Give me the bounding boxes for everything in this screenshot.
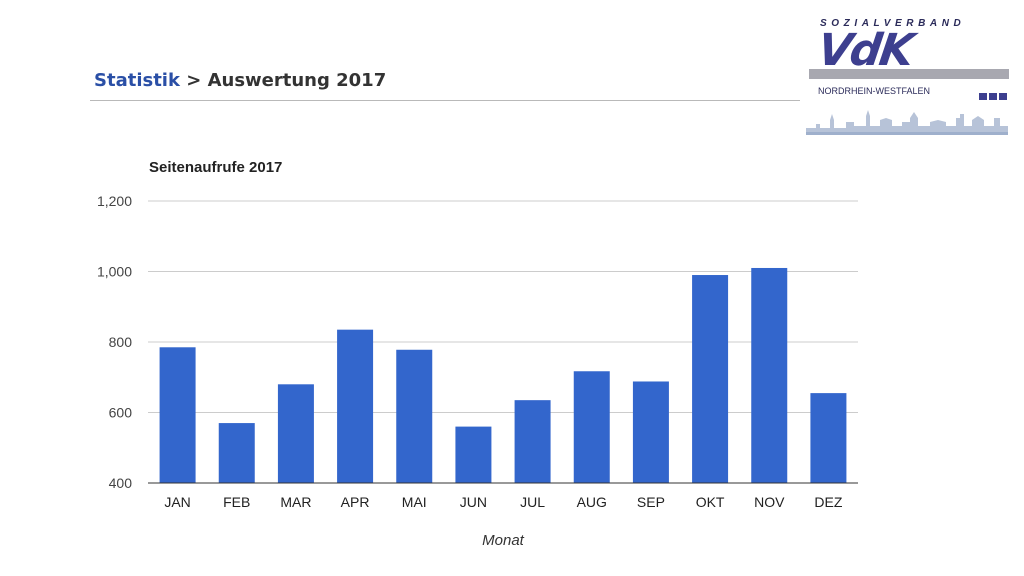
- city-skyline-icon: [806, 110, 1008, 135]
- page-title: Auswertung 2017: [207, 70, 387, 91]
- logo-squares-icon: [979, 87, 1009, 105]
- x-tick-label: AUG: [577, 494, 607, 510]
- bar-sep: [632, 381, 669, 483]
- x-tick-label: NOV: [754, 494, 785, 510]
- bar-jul: [514, 400, 551, 483]
- vdk-logo: SOZIALVERBAND VdK NORDRHEIN-WESTFALEN: [806, 14, 1014, 138]
- x-tick-label: JUL: [520, 494, 545, 510]
- y-axis-ticks: 400 600 800 1,000 1,200: [97, 193, 132, 491]
- x-tick-label: JAN: [164, 494, 190, 510]
- chart-bars: [148, 267, 858, 484]
- x-axis-ticks: JAN FEB MAR APR MAI JUN JUL AUG SEP OKT NOV DEZ: [164, 494, 843, 510]
- x-tick-label: FEB: [223, 494, 250, 510]
- x-tick-label: MAR: [280, 494, 311, 510]
- logo-grey-bar: [809, 69, 1009, 79]
- header-divider: [90, 100, 800, 101]
- bar-mar: [277, 384, 314, 483]
- x-tick-label: OKT: [696, 494, 725, 510]
- logo-org-name: SOZIALVERBAND: [820, 18, 966, 29]
- chart-title: Seitenaufrufe 2017: [149, 159, 282, 176]
- bar-mai: [396, 349, 433, 483]
- bar-apr: [337, 329, 374, 483]
- bar-jan: [159, 347, 196, 483]
- x-tick-label: APR: [341, 494, 370, 510]
- bar-jun: [455, 426, 492, 483]
- y-tick-label: 1,000: [97, 264, 132, 280]
- y-tick-label: 1,200: [97, 193, 132, 209]
- bar-okt: [692, 275, 729, 483]
- bar-nov: [751, 267, 788, 483]
- bar-dez: [810, 393, 847, 483]
- breadcrumb-separator: >: [179, 70, 208, 91]
- x-tick-label: MAI: [402, 494, 427, 510]
- y-tick-label: 800: [109, 334, 133, 350]
- x-tick-label: JUN: [460, 494, 487, 510]
- breadcrumb: Statistik > Auswertung 2017: [94, 70, 386, 91]
- x-tick-label: DEZ: [814, 494, 842, 510]
- bar-aug: [573, 371, 610, 483]
- bar-feb: [218, 423, 255, 483]
- breadcrumb-link-statistik[interactable]: Statistik: [94, 70, 180, 91]
- x-tick-label: SEP: [637, 494, 665, 510]
- logo-region: NORDRHEIN-WESTFALEN: [818, 86, 931, 96]
- y-tick-label: 400: [109, 475, 133, 491]
- x-axis-label: Monat: [482, 532, 525, 549]
- y-tick-label: 600: [109, 405, 133, 421]
